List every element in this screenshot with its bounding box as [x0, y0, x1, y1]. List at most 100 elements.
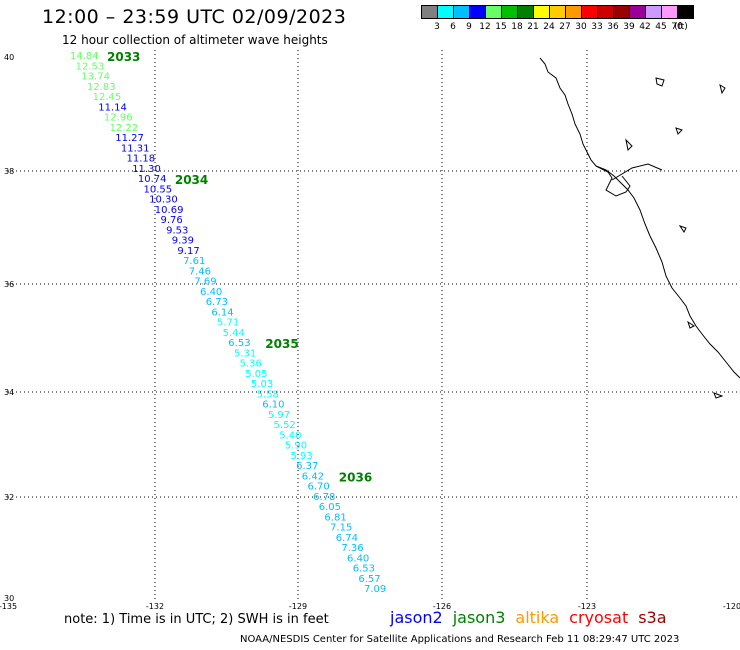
- lon-tick-label: -129: [289, 602, 307, 611]
- satellite-name: jason2: [390, 608, 443, 627]
- wave-height-label: 5.05: [245, 369, 267, 380]
- axis-ticks: 40 38 36 34 32 30-135 -132 -129 -126 -123 -120: [0, 53, 740, 611]
- wave-height-label: 5.44: [223, 328, 245, 339]
- wave-height-label: 6.73: [206, 297, 228, 308]
- wave-height-label: 12.96: [104, 113, 133, 124]
- legend-label: 24: [543, 22, 555, 32]
- wave-height-label: 6.53: [353, 564, 375, 575]
- legend-label: 12: [479, 22, 491, 32]
- wave-height-label: 5.03: [251, 379, 273, 390]
- lake: [625, 138, 633, 152]
- wave-height-label: 6.78: [313, 492, 335, 503]
- legend-label: 9: [466, 22, 472, 32]
- legend-label: 3: [434, 22, 440, 32]
- wave-height-label: 12.83: [87, 82, 116, 93]
- wave-height-label: 6.14: [211, 307, 233, 318]
- legend-label: 33: [591, 22, 603, 32]
- pass-time-label: 2036: [339, 470, 372, 484]
- legend-label: 21: [527, 22, 539, 32]
- wave-height-label: 10.30: [149, 195, 178, 206]
- lake: [687, 320, 695, 329]
- lake: [678, 225, 687, 233]
- wave-height-label: 11.30: [132, 164, 161, 175]
- wave-height-label: 9.39: [172, 236, 194, 247]
- delta-river: [611, 163, 663, 181]
- lat-tick-label: 34: [4, 388, 14, 397]
- wave-height-label: 7.15: [330, 523, 352, 534]
- wave-height-label: 11.18: [127, 154, 156, 165]
- lon-tick-label: -135: [0, 602, 17, 611]
- wave-height-label: 5.40: [279, 430, 301, 441]
- wave-height-label: 7.36: [341, 543, 363, 554]
- satellite-name: s3a: [638, 608, 667, 627]
- wave-height-label: 6.37: [296, 461, 318, 472]
- legend-label: 6: [450, 22, 456, 32]
- wave-height-label: 5.36: [240, 359, 262, 370]
- wave-height-label: 9.53: [166, 225, 188, 236]
- wave-height-label: 5.31: [234, 348, 256, 359]
- wave-height-label: 5.97: [268, 410, 290, 421]
- wave-height-label: 7.46: [189, 266, 211, 277]
- wave-height-label: 13.74: [81, 72, 110, 83]
- wave-height-label: 10.55: [144, 184, 173, 195]
- wave-height-label: 7.09: [364, 584, 386, 595]
- wave-height-label: 6.57: [358, 574, 380, 585]
- sf-bay: [595, 165, 631, 197]
- legend-label: 42: [639, 22, 651, 32]
- wave-height-label: 9.17: [177, 246, 199, 257]
- legend-label: 45: [655, 22, 667, 32]
- satellite-name: altika: [515, 608, 560, 627]
- wave-height-label: 5.71: [217, 318, 239, 329]
- coastline: [539, 57, 740, 399]
- lon-tick-label: -132: [146, 602, 164, 611]
- satellite-key: jason2 jason3 altika cryosat s3a: [390, 608, 677, 627]
- lat-tick-label: 38: [4, 167, 14, 176]
- map-title: 12:00 – 23:59 UTC 02/09/2023: [42, 6, 347, 28]
- satellite-name: jason3: [452, 608, 506, 627]
- wave-height-label: 12.45: [93, 92, 122, 103]
- lake: [719, 83, 726, 95]
- legend-label: 15: [495, 22, 507, 32]
- legend-label: (ft): [674, 22, 688, 32]
- wave-height-label: 9.76: [160, 215, 182, 226]
- altimeter-track: 14.8412.5313.7412.8312.4511.1412.9612.22…: [70, 50, 386, 595]
- wave-height-label: 11.14: [98, 102, 127, 113]
- legend-label: 39: [623, 22, 635, 32]
- map-subtitle: 12 hour collection of altimeter wave hei…: [62, 33, 328, 47]
- wave-height-label: 6.53: [228, 338, 250, 349]
- wave-height-label: 5.90: [285, 441, 307, 452]
- legend-label: 70: [671, 22, 683, 32]
- wave-height-label: 10.69: [155, 205, 184, 216]
- lake: [655, 77, 665, 87]
- lat-tick-label: 40: [4, 53, 14, 62]
- pass-time-label: 2034: [175, 173, 208, 187]
- color-legend: [421, 5, 694, 19]
- wave-height-label: 14.84: [70, 51, 99, 62]
- pass-time-label: 2033: [107, 50, 140, 64]
- wave-height-label: 5.52: [274, 420, 296, 431]
- wave-height-label: 11.31: [121, 143, 150, 154]
- wave-height-label: 6.74: [336, 533, 358, 544]
- wave-height-label: 6.70: [307, 482, 329, 493]
- legend-label: 36: [607, 22, 619, 32]
- wave-height-label: 6.81: [324, 512, 346, 523]
- california-coast: [539, 57, 740, 379]
- legend-label: 27: [559, 22, 571, 32]
- wave-height-label: 5.58: [257, 389, 279, 400]
- lon-tick-label: -123: [578, 602, 596, 611]
- pass-time-label: 2035: [265, 337, 298, 351]
- wave-height-label: 12.22: [110, 123, 139, 134]
- wave-height-label: 11.27: [115, 133, 144, 144]
- wave-height-label: 5.93: [291, 451, 313, 462]
- satellite-name: cryosat: [569, 608, 629, 627]
- wave-height-label: 6.40: [200, 287, 222, 298]
- legend-label: 18: [511, 22, 523, 32]
- credit-line: NOAA/NESDIS Center for Satellite Applica…: [240, 634, 680, 645]
- island: [713, 392, 724, 399]
- lat-tick-label: 30: [4, 594, 14, 603]
- wave-height-label: 7.69: [194, 277, 216, 288]
- legend-swatch: [677, 5, 694, 19]
- wave-height-label: 6.42: [302, 471, 324, 482]
- wave-height-label: 12.53: [76, 61, 105, 72]
